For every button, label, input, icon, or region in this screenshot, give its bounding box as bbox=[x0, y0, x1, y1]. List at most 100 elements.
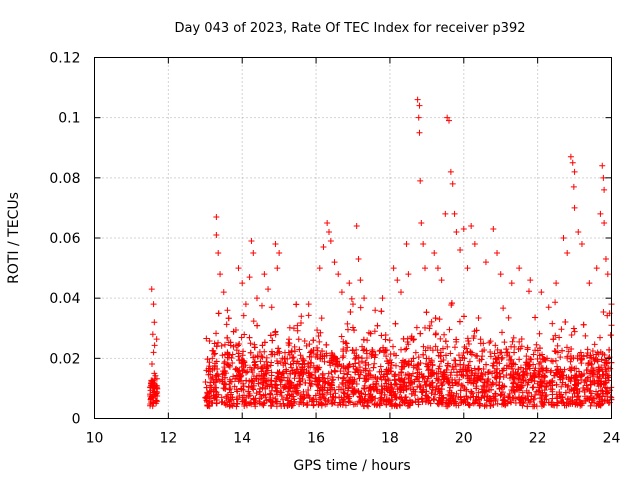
data-point bbox=[390, 388, 397, 395]
data-point bbox=[310, 402, 317, 409]
data-point bbox=[153, 388, 160, 395]
data-point bbox=[552, 348, 559, 355]
data-point bbox=[549, 377, 556, 384]
data-point bbox=[522, 378, 529, 385]
data-point bbox=[314, 378, 321, 385]
data-point bbox=[538, 394, 545, 401]
data-point bbox=[213, 384, 220, 391]
data-point bbox=[560, 235, 567, 241]
data-point bbox=[256, 349, 263, 356]
data-point bbox=[603, 390, 610, 397]
data-point bbox=[509, 361, 516, 368]
data-point bbox=[385, 383, 392, 390]
data-point bbox=[335, 271, 342, 278]
data-point bbox=[437, 353, 444, 360]
data-point bbox=[570, 325, 577, 332]
data-point bbox=[490, 401, 497, 408]
data-point bbox=[206, 403, 213, 410]
data-point bbox=[224, 354, 231, 361]
data-point bbox=[505, 314, 512, 321]
data-point bbox=[206, 388, 213, 395]
data-point bbox=[316, 265, 323, 272]
data-point bbox=[499, 397, 506, 404]
data-point bbox=[290, 393, 297, 400]
data-point bbox=[395, 376, 402, 383]
data-point bbox=[601, 186, 608, 193]
data-point bbox=[450, 393, 457, 400]
data-point bbox=[607, 393, 614, 400]
data-point bbox=[381, 348, 388, 355]
data-point bbox=[310, 362, 317, 369]
data-point bbox=[305, 312, 312, 319]
data-point bbox=[294, 366, 301, 373]
data-point bbox=[307, 349, 314, 356]
data-point bbox=[315, 374, 322, 381]
data-point bbox=[346, 361, 353, 368]
data-point bbox=[369, 348, 376, 355]
data-point bbox=[471, 241, 478, 248]
data-point bbox=[207, 387, 214, 394]
data-point bbox=[219, 352, 226, 359]
data-point bbox=[444, 343, 451, 350]
data-point bbox=[226, 386, 233, 393]
data-point bbox=[327, 238, 334, 245]
data-point bbox=[528, 377, 535, 384]
data-point bbox=[245, 383, 252, 390]
data-point bbox=[352, 354, 359, 361]
data-point bbox=[148, 379, 155, 386]
data-point bbox=[472, 352, 479, 359]
data-point bbox=[488, 397, 495, 404]
data-point bbox=[604, 389, 611, 396]
data-point bbox=[287, 370, 294, 377]
data-point bbox=[300, 395, 307, 402]
data-point bbox=[328, 369, 335, 376]
data-point bbox=[305, 301, 312, 308]
data-point bbox=[448, 369, 455, 376]
data-point bbox=[405, 361, 412, 368]
x-tick-label: 24 bbox=[603, 431, 621, 447]
data-point bbox=[563, 344, 570, 351]
data-point bbox=[578, 241, 585, 248]
data-point bbox=[394, 277, 401, 284]
data-point bbox=[370, 364, 377, 371]
data-point bbox=[566, 387, 573, 394]
data-point bbox=[457, 357, 464, 364]
data-point bbox=[269, 351, 276, 358]
data-point bbox=[219, 398, 226, 405]
data-point bbox=[507, 399, 514, 406]
data-point bbox=[361, 375, 368, 382]
y-tick-label: 0.02 bbox=[49, 351, 80, 367]
data-point bbox=[325, 397, 332, 404]
data-point bbox=[456, 318, 463, 325]
data-point bbox=[562, 319, 569, 326]
data-point bbox=[559, 379, 566, 386]
data-point bbox=[500, 396, 507, 403]
data-point bbox=[350, 363, 357, 370]
data-point bbox=[517, 364, 524, 371]
data-point bbox=[362, 365, 369, 372]
data-point bbox=[340, 353, 347, 360]
data-point bbox=[235, 350, 242, 357]
data-point bbox=[373, 380, 380, 387]
data-point bbox=[410, 386, 417, 393]
data-point bbox=[274, 265, 281, 272]
data-point bbox=[299, 364, 306, 371]
data-point bbox=[482, 402, 489, 409]
data-point bbox=[362, 391, 369, 398]
data-point bbox=[461, 355, 468, 362]
data-point bbox=[351, 387, 358, 394]
data-point bbox=[340, 396, 347, 403]
data-point bbox=[335, 374, 342, 381]
data-point bbox=[234, 388, 241, 395]
data-point bbox=[435, 365, 442, 372]
data-point bbox=[588, 361, 595, 368]
data-point bbox=[596, 375, 603, 382]
data-point bbox=[506, 353, 513, 360]
data-point bbox=[518, 335, 525, 342]
data-point bbox=[267, 332, 274, 339]
data-point bbox=[403, 241, 410, 248]
data-point bbox=[341, 390, 348, 397]
data-point bbox=[282, 360, 289, 367]
data-point bbox=[498, 356, 505, 363]
data-point bbox=[588, 381, 595, 388]
